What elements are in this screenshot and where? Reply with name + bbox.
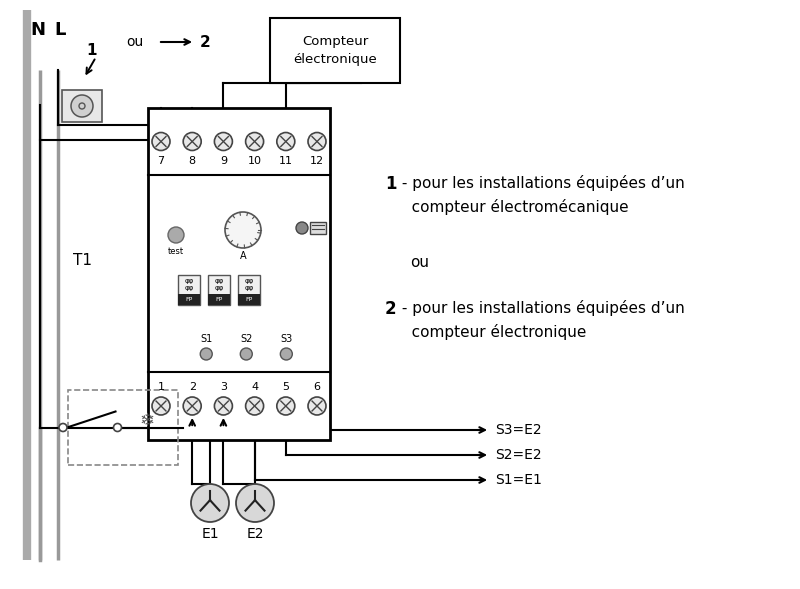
Circle shape <box>308 133 326 151</box>
Circle shape <box>200 348 212 360</box>
Text: 1: 1 <box>158 382 165 392</box>
Text: 2: 2 <box>200 35 210 49</box>
Text: φφ: φφ <box>214 278 224 284</box>
Circle shape <box>183 397 202 415</box>
Text: 5: 5 <box>282 382 290 392</box>
Text: ou: ou <box>410 255 429 270</box>
Text: 4: 4 <box>251 382 258 392</box>
Text: 6: 6 <box>314 382 321 392</box>
Text: 12: 12 <box>310 155 324 166</box>
Bar <box>178 293 200 305</box>
Text: φφ: φφ <box>244 278 254 284</box>
Bar <box>310 222 326 234</box>
Text: 1: 1 <box>86 42 98 58</box>
Circle shape <box>236 484 274 522</box>
Text: 7: 7 <box>158 155 165 166</box>
Text: S1: S1 <box>200 334 212 344</box>
Text: E2: E2 <box>246 527 264 541</box>
Circle shape <box>152 397 170 415</box>
Text: A: A <box>240 251 246 261</box>
Bar <box>62 90 102 122</box>
Text: S2: S2 <box>240 334 253 344</box>
Bar <box>68 390 178 465</box>
Text: E1: E1 <box>201 527 219 541</box>
Text: ou: ou <box>126 35 144 49</box>
Text: 11: 11 <box>279 155 293 166</box>
Text: - pour les installations équipées d’un
   compteur électronique: - pour les installations équipées d’un c… <box>397 300 685 340</box>
Circle shape <box>246 133 264 151</box>
Text: FP: FP <box>186 297 193 302</box>
Circle shape <box>240 348 252 360</box>
Circle shape <box>183 133 202 151</box>
Text: test: test <box>168 247 184 256</box>
Text: 2: 2 <box>385 300 397 318</box>
Text: 9: 9 <box>220 155 227 166</box>
Text: T1: T1 <box>73 253 92 267</box>
Circle shape <box>168 227 184 243</box>
Text: FP: FP <box>246 297 253 302</box>
Text: 3: 3 <box>220 382 227 392</box>
Text: S3=E2: S3=E2 <box>495 423 542 437</box>
Text: φφ: φφ <box>214 284 224 290</box>
Text: - pour les installations équipées d’un
   compteur électromécanique: - pour les installations équipées d’un c… <box>397 175 685 215</box>
Text: FP: FP <box>215 297 222 302</box>
Circle shape <box>214 397 233 415</box>
Circle shape <box>59 423 67 432</box>
Circle shape <box>277 397 295 415</box>
Text: S2=E2: S2=E2 <box>495 448 542 462</box>
Bar <box>178 275 200 305</box>
Text: ❄: ❄ <box>140 412 154 431</box>
Circle shape <box>114 423 122 432</box>
Text: Compteur
électronique: Compteur électronique <box>293 35 377 66</box>
Circle shape <box>246 397 264 415</box>
Circle shape <box>308 397 326 415</box>
Circle shape <box>225 212 261 248</box>
Text: 2: 2 <box>189 382 196 392</box>
Circle shape <box>152 133 170 151</box>
Text: S1=E1: S1=E1 <box>495 473 542 487</box>
Circle shape <box>277 133 295 151</box>
Bar <box>208 293 230 305</box>
Text: φφ: φφ <box>244 284 254 290</box>
Circle shape <box>280 348 292 360</box>
Circle shape <box>191 484 229 522</box>
Text: 10: 10 <box>248 155 262 166</box>
Circle shape <box>71 95 93 117</box>
Text: 8: 8 <box>189 155 196 166</box>
Circle shape <box>214 133 233 151</box>
Circle shape <box>296 222 308 234</box>
Bar <box>238 275 260 305</box>
Text: S3: S3 <box>280 334 293 344</box>
Bar <box>208 275 230 305</box>
Text: φφ: φφ <box>184 278 194 284</box>
Text: N: N <box>30 21 46 39</box>
Text: L: L <box>54 21 66 39</box>
Bar <box>270 18 400 83</box>
Text: 1: 1 <box>385 175 397 193</box>
Bar <box>148 108 330 440</box>
Text: φφ: φφ <box>184 284 194 290</box>
Bar <box>238 293 260 305</box>
